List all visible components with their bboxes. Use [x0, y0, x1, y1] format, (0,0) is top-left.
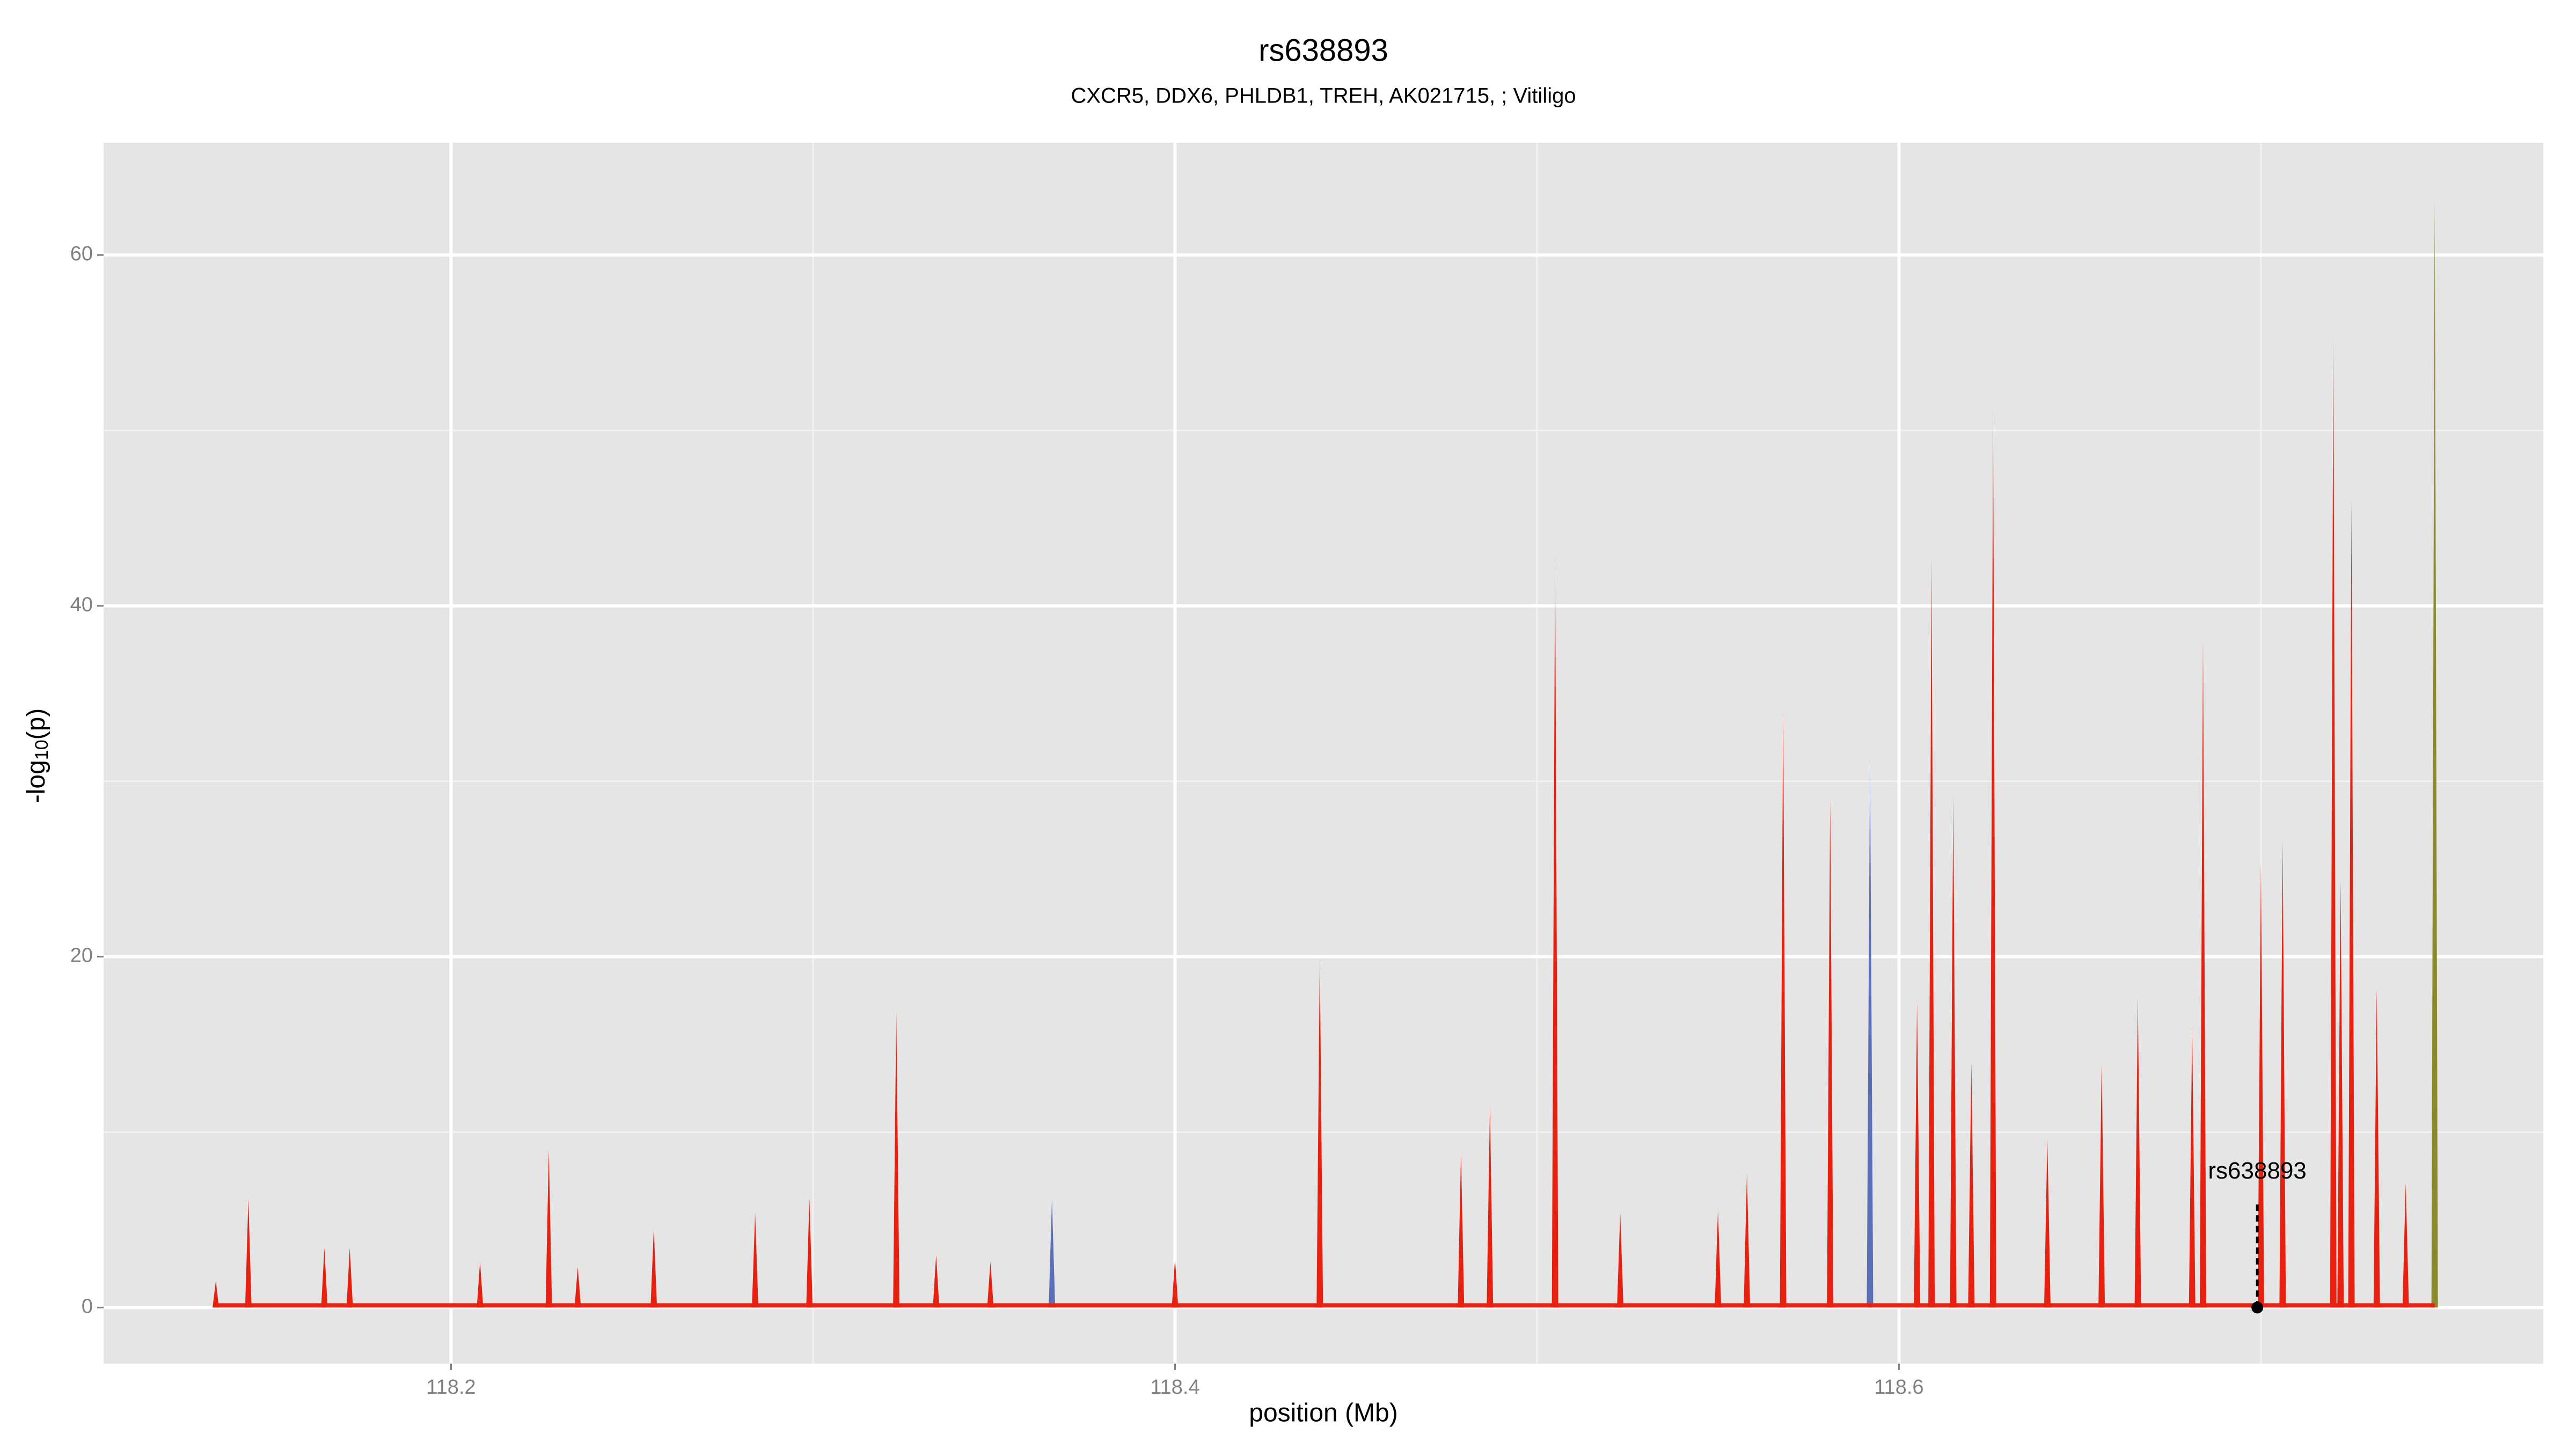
spike	[1780, 711, 1787, 1308]
spike	[2257, 862, 2264, 1308]
panel	[104, 143, 2543, 1364]
spike	[1867, 758, 1874, 1308]
spike	[2189, 1027, 2196, 1308]
spike	[1487, 1106, 1494, 1308]
spike	[2199, 641, 2206, 1308]
spike	[933, 1255, 940, 1308]
spike	[2337, 879, 2344, 1308]
spike	[752, 1212, 759, 1308]
spike	[650, 1228, 657, 1308]
y-label-part: 10	[32, 740, 52, 760]
spike	[2431, 199, 2438, 1308]
spike	[346, 1248, 353, 1308]
spike	[1914, 1002, 1921, 1308]
spike	[1950, 795, 1957, 1308]
spike	[2279, 840, 2286, 1308]
spike	[2402, 1183, 2409, 1308]
spike	[1968, 1062, 1975, 1308]
spike	[1172, 1258, 1179, 1308]
chart-title: rs638893	[1258, 33, 1388, 68]
spike	[1989, 409, 1996, 1308]
spike	[2044, 1139, 2051, 1308]
y-axis-label: -log10(p)	[22, 708, 52, 803]
spike	[893, 1013, 900, 1308]
y-label-part: -log	[22, 760, 50, 803]
y-tick-label: 40	[70, 594, 93, 616]
spike	[987, 1262, 994, 1308]
annotation-point	[2251, 1301, 2264, 1314]
spike	[213, 1281, 219, 1308]
spike	[1744, 1172, 1751, 1308]
spike	[1928, 558, 1935, 1308]
spike	[545, 1150, 552, 1308]
x-axis-label: position (Mb)	[1249, 1399, 1397, 1428]
y-label-part: (p)	[22, 708, 50, 740]
spike	[806, 1198, 813, 1308]
spike	[2098, 1062, 2105, 1308]
spike	[1552, 555, 1558, 1308]
y-tick-label: 20	[70, 945, 93, 967]
spike	[574, 1267, 581, 1308]
spike	[1827, 799, 1834, 1308]
spike	[1617, 1212, 1624, 1308]
spike	[1316, 956, 1323, 1308]
spike	[2373, 988, 2380, 1308]
spike	[1715, 1209, 1722, 1308]
annotation-label: rs638893	[2208, 1158, 2306, 1184]
spike	[477, 1262, 484, 1308]
spike	[2330, 337, 2337, 1308]
x-tick-label: 118.6	[1874, 1376, 1923, 1399]
spike	[1458, 1153, 1465, 1308]
x-tick-label: 118.4	[1150, 1376, 1199, 1399]
x-tick-label: 118.2	[426, 1376, 475, 1399]
spike	[245, 1198, 252, 1308]
y-tick-label: 0	[82, 1295, 93, 1318]
spike	[1049, 1198, 1056, 1308]
y-tick-label: 60	[70, 243, 93, 265]
chart-subtitle: CXCR5, DDX6, PHLDB1, TREH, AK021715, ; V…	[1071, 84, 1576, 108]
spike	[2134, 997, 2141, 1308]
spike	[2348, 500, 2355, 1308]
spike	[321, 1248, 328, 1308]
